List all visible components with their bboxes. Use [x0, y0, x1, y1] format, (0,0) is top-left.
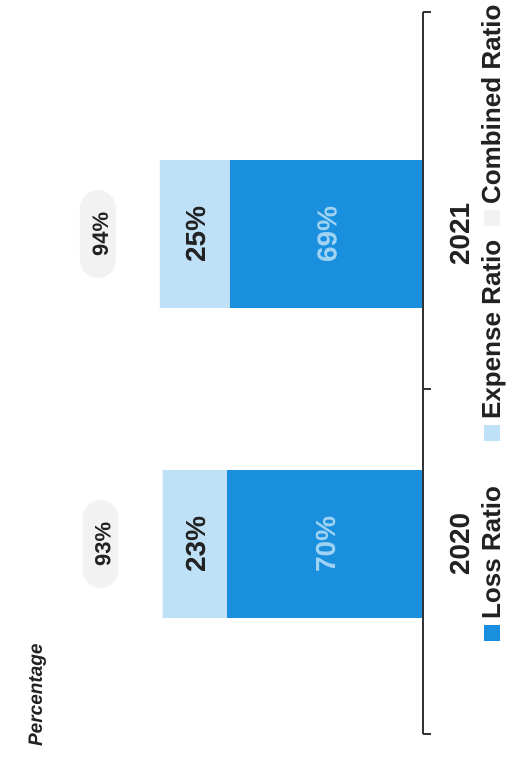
bar-loss-ratio-2020: [227, 470, 423, 618]
label-expense-ratio-2020: 23%: [180, 516, 211, 572]
legend-item-loss-ratio-swatch: [484, 625, 500, 641]
label-loss-ratio-2021: 69%: [311, 206, 342, 262]
data-labels-layer: 70% 23% 93% 69% 25% 94%: [88, 206, 343, 572]
category-labels-layer: 2020 2021: [444, 203, 475, 575]
legend-item-expense-ratio-label: Expense Ratio: [476, 240, 506, 419]
y-axis-title: Percentage: [26, 643, 47, 746]
legend-item-loss-ratio-label: Loss Ratio: [476, 486, 506, 619]
bars-layer: [79, 160, 423, 618]
bar-loss-ratio-2021: [229, 160, 423, 308]
bar-expense-ratio-2021: [159, 160, 230, 308]
plot-area: 70% 23% 93% 69% 25% 94% 2020 2021 Loss Ratio Ex…: [26, 5, 506, 746]
legend-item-expense-ratio-swatch: [484, 425, 500, 441]
bar-expense-ratio-2020: [162, 470, 228, 618]
combined-ratio-pill-2020: [82, 500, 119, 588]
legend-item-combined-ratio-label: Combined Ratio: [476, 5, 506, 204]
label-combined-ratio-2020: 93%: [91, 522, 116, 566]
category-label-2021: 2021: [444, 203, 475, 265]
combined-ratio-pill-2021: [79, 190, 116, 278]
legend: Loss Ratio Expense Ratio Combined Ratio: [476, 5, 506, 641]
label-expense-ratio-2021: 25%: [180, 206, 211, 262]
label-loss-ratio-2020: 70%: [310, 516, 341, 572]
legend-item-combined-ratio-swatch: [484, 210, 500, 226]
category-label-2020: 2020: [444, 513, 475, 575]
label-combined-ratio-2021: 94%: [88, 212, 113, 256]
category-axis: [422, 11, 431, 735]
